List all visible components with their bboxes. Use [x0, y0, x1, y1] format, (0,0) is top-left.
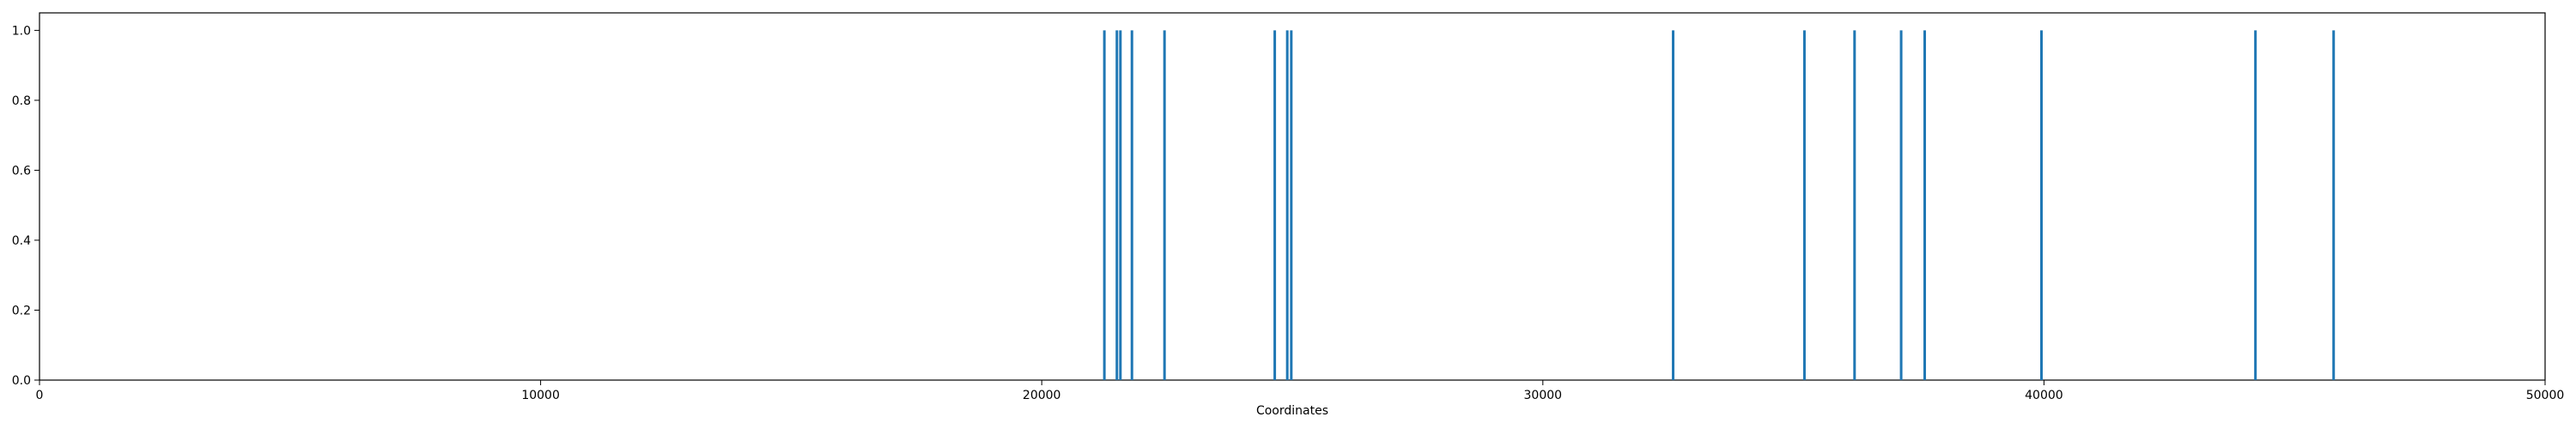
x-tick-label: 20000 — [1023, 389, 1061, 402]
x-tick-label: 50000 — [2526, 389, 2565, 402]
x-tick-label: 0 — [36, 389, 44, 402]
y-tick-label: 0.0 — [12, 374, 31, 388]
y-tick-label: 1.0 — [12, 24, 31, 38]
bars — [1103, 30, 2336, 380]
y-axis: 0.0 0.2 0.4 0.6 0.8 1.0 — [12, 24, 39, 388]
x-axis-label: Coordinates — [1256, 404, 1328, 418]
y-tick-label: 0.8 — [12, 94, 31, 108]
x-tick-label: 40000 — [2025, 389, 2063, 402]
x-tick-label: 10000 — [521, 389, 560, 402]
y-tick-label: 0.6 — [12, 164, 31, 178]
x-tick-label: 30000 — [1524, 389, 1563, 402]
y-tick-label: 0.4 — [12, 234, 31, 248]
x-axis: 0 10000 20000 30000 40000 50000 — [36, 380, 2565, 402]
y-tick-label: 0.2 — [12, 304, 31, 317]
